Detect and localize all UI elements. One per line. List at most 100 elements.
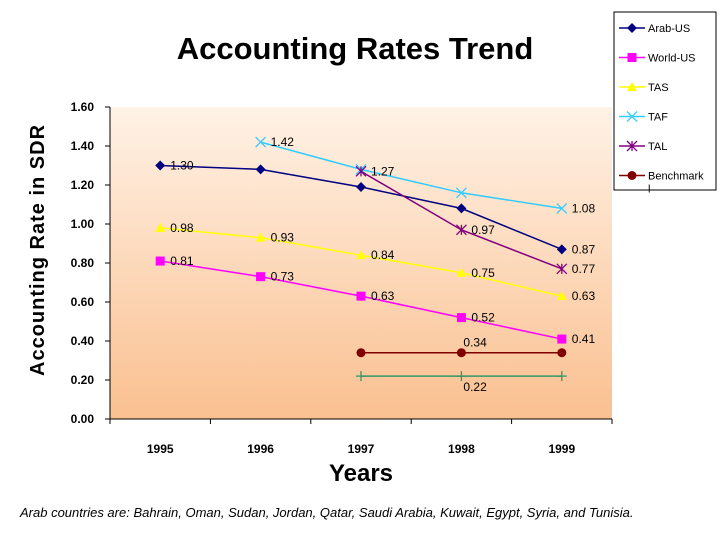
arab-us-point bbox=[255, 164, 266, 175]
legend-item-tas: TAS bbox=[619, 82, 669, 94]
world-us-point bbox=[256, 272, 266, 282]
axes bbox=[105, 106, 613, 424]
x-axis-label: Years bbox=[329, 460, 393, 487]
reference-line-data-label: 0.22 bbox=[463, 380, 487, 394]
tas-data-label: 0.93 bbox=[271, 231, 295, 245]
x-tick-label: 1996 bbox=[247, 442, 274, 456]
chart-title: Accounting Rates Trend bbox=[177, 31, 534, 66]
legend-item-taf: TAF bbox=[619, 111, 668, 124]
legend-swatch-marker bbox=[627, 82, 637, 91]
taf-data-label: 1.42 bbox=[271, 135, 295, 149]
world-us-point bbox=[557, 334, 567, 344]
legend-label-line: World-US bbox=[648, 53, 695, 65]
legend-label-line: l bbox=[648, 184, 650, 196]
legend-swatch-marker bbox=[626, 111, 638, 122]
benchmark-point bbox=[356, 348, 366, 358]
reference-line-point bbox=[556, 371, 567, 382]
plot-area bbox=[110, 107, 612, 419]
legend-swatch-marker bbox=[627, 53, 637, 62]
benchmark-point bbox=[557, 348, 567, 358]
tal-data-label: 0.97 bbox=[471, 223, 495, 237]
world-us-point bbox=[155, 256, 165, 266]
world-us-data-label: 0.73 bbox=[271, 270, 295, 284]
tal-data-label: 1.27 bbox=[371, 164, 395, 178]
arab-us-data-label: 0.87 bbox=[572, 242, 596, 256]
x-tick-label: 1995 bbox=[147, 442, 174, 456]
series-arab-us: 1.30 0.87 bbox=[155, 159, 596, 256]
tas-point bbox=[255, 232, 266, 242]
world-us-point bbox=[456, 313, 466, 323]
legend-box bbox=[613, 11, 717, 191]
taf-point bbox=[255, 136, 267, 148]
legend-label-line: TAS bbox=[648, 82, 669, 94]
arab-us-data-label: 1.30 bbox=[170, 159, 194, 173]
tas-point bbox=[356, 250, 366, 260]
legend-swatch-marker bbox=[626, 140, 638, 152]
tas-point bbox=[456, 267, 467, 277]
tal-data-label: 0.77 bbox=[572, 262, 596, 276]
reference-line-point bbox=[356, 371, 366, 382]
series-taf: 1.42 1.08 bbox=[255, 135, 596, 215]
legend-label: TAL bbox=[648, 141, 667, 153]
legend-label: TAF bbox=[648, 112, 668, 124]
benchmark-point bbox=[456, 348, 466, 358]
arab-us-point bbox=[356, 181, 366, 192]
legend-label: Arab-US bbox=[648, 23, 690, 35]
legend-swatch-marker bbox=[627, 23, 637, 33]
y-tick-labels: 0.00 0.20 0.40 0.60 0.80 1.00 1.20 1.40 1.60 bbox=[71, 100, 95, 426]
arab-us-point bbox=[556, 244, 567, 255]
legend-label-line: TAL bbox=[648, 141, 667, 153]
arab-us-point bbox=[456, 203, 467, 214]
series-benchmark: 0.34 bbox=[356, 336, 567, 358]
arab-us-point bbox=[155, 160, 166, 171]
tas-point bbox=[155, 222, 166, 232]
y-tick-label: 0.40 bbox=[71, 334, 95, 348]
y-tick-label: 0.20 bbox=[71, 373, 95, 387]
legend-item-world-us: World-US bbox=[619, 53, 695, 65]
tal-point bbox=[455, 224, 467, 236]
tas-data-label: 0.75 bbox=[471, 266, 495, 280]
world-us-data-label: 0.63 bbox=[371, 289, 395, 303]
world-us-data-label: 0.81 bbox=[170, 254, 194, 268]
benchmark-data-label: 0.34 bbox=[463, 336, 487, 350]
x-tick-label: 1999 bbox=[548, 442, 575, 456]
series-group: 1.30 0.87 0.81 0.73 0.63 0.52 0.41 0.98 0.93 0.84… bbox=[155, 135, 595, 394]
series-world-us: 0.81 0.73 0.63 0.52 0.41 bbox=[155, 254, 596, 346]
y-tick-label: 1.20 bbox=[71, 178, 95, 192]
tas-data-label: 0.84 bbox=[371, 248, 395, 262]
series-tas: 0.98 0.93 0.84 0.75 0.63 bbox=[155, 221, 595, 303]
taf-point bbox=[556, 202, 568, 214]
tas-point bbox=[556, 291, 567, 301]
y-axis-label: Accounting Rate in SDR bbox=[27, 124, 49, 376]
taf-line bbox=[260, 141, 562, 210]
series-reference-line: 0.22 bbox=[356, 371, 567, 394]
taf-point bbox=[455, 187, 467, 199]
legend-label-line: Benchmark bbox=[648, 171, 704, 183]
x-tick-label: 1997 bbox=[348, 442, 375, 456]
tas-data-label: 0.63 bbox=[572, 289, 596, 303]
legend-label-line: Arab-US bbox=[648, 23, 690, 35]
taf-data-label: 1.08 bbox=[572, 201, 596, 215]
tal-point bbox=[556, 263, 568, 275]
y-tick-label: 1.00 bbox=[71, 217, 95, 231]
x-tick-label: 1998 bbox=[448, 442, 475, 456]
y-tick-label: 0.00 bbox=[71, 412, 95, 426]
world-us-data-label: 0.41 bbox=[572, 332, 596, 346]
footnote: Arab countries are: Bahrain, Oman, Sudan… bbox=[19, 505, 634, 520]
legend-item-arab-us: Arab-US bbox=[619, 23, 690, 35]
world-us-data-label: 0.52 bbox=[471, 311, 495, 325]
y-tick-label: 1.40 bbox=[71, 139, 95, 153]
tas-data-label: 0.98 bbox=[170, 221, 194, 235]
legend-item-tal: TAL bbox=[619, 140, 667, 153]
y-tick-label: 1.60 bbox=[71, 100, 95, 114]
world-us-point bbox=[356, 291, 366, 301]
legend: Arab-US World-US TAS TAF TAL Benchmark l bbox=[619, 23, 704, 196]
legend-label: Benchmark l bbox=[648, 171, 704, 196]
series-tal: 1.27 0.97 0.77 bbox=[355, 164, 596, 276]
y-tick-label: 0.60 bbox=[71, 295, 95, 309]
y-tick-label: 0.80 bbox=[71, 256, 95, 270]
x-tick-labels: 1995 1996 1997 1998 1999 bbox=[147, 442, 576, 456]
reference-line-point bbox=[456, 371, 467, 382]
legend-label: World-US bbox=[648, 53, 695, 65]
